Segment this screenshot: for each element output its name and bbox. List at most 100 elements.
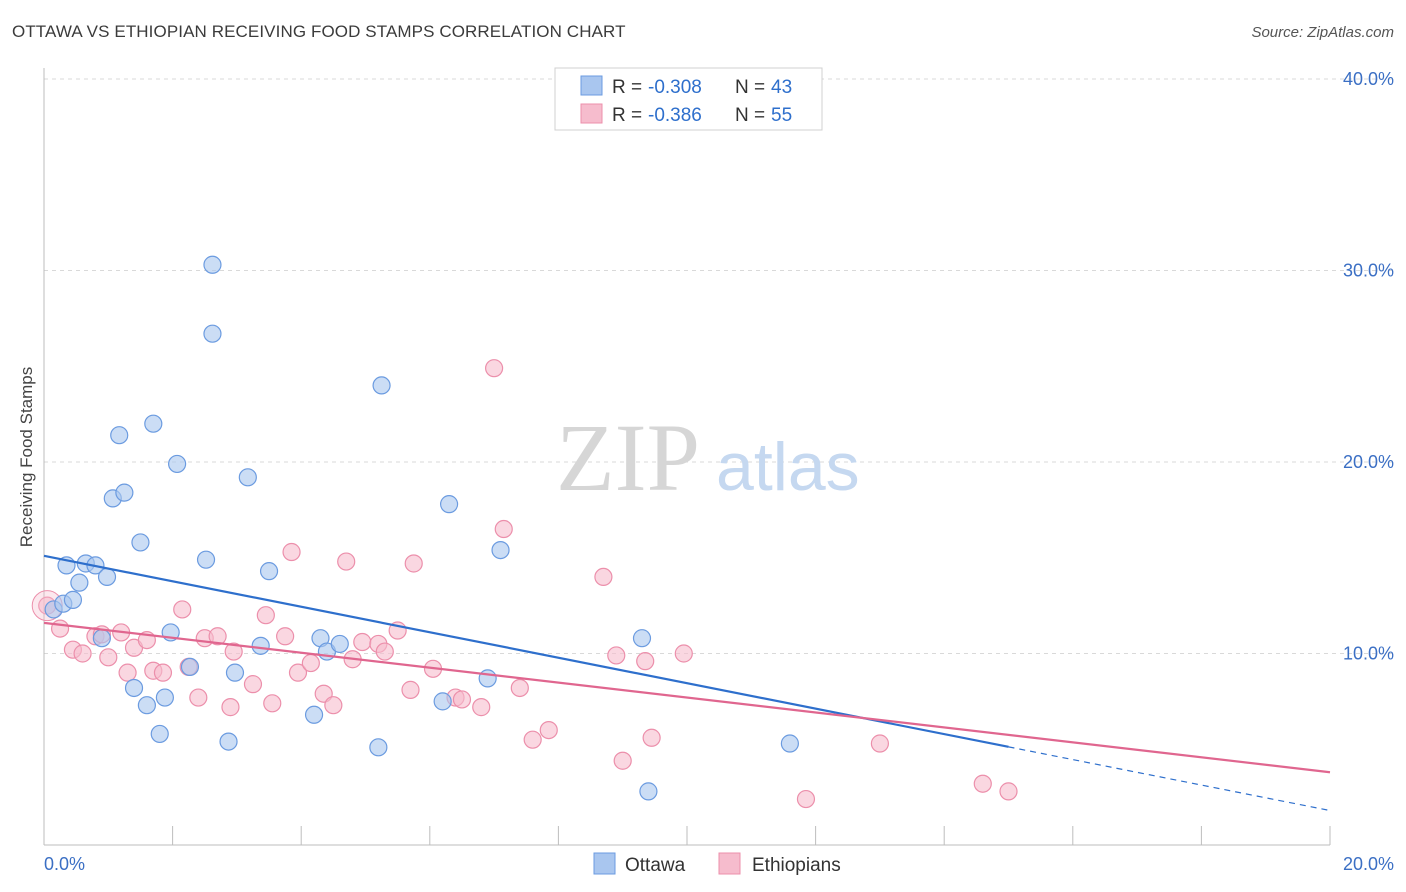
ottawa-point	[369, 738, 388, 757]
ethiopians-point	[674, 644, 693, 663]
x-tick-labels: 0.0% 20.0%	[44, 854, 1394, 874]
ottawa-point	[433, 692, 452, 711]
ethiopians-point	[173, 600, 192, 619]
legend-n-value-ottawa: 43	[771, 77, 792, 98]
ethiopians-point	[324, 696, 343, 715]
bottom-legend-swatch-ottawa	[593, 852, 616, 875]
source-credit: Source: ZipAtlas.com	[1251, 24, 1394, 41]
ottawa-point	[478, 669, 497, 688]
ethiopians-point	[263, 694, 282, 713]
grid-lines	[44, 78, 1394, 654]
zipatlas-watermark: ZIP atlas	[556, 404, 860, 511]
ottawa-point	[225, 663, 245, 682]
ottawa-trend-line	[43, 554, 1009, 748]
ethiopians-point	[288, 663, 308, 682]
ottawa-point	[632, 629, 652, 648]
ottawa-point	[97, 567, 117, 587]
ottawa-point	[110, 426, 129, 445]
ottawa-point	[144, 414, 163, 433]
bottom-legend-ottawa: Ottawa	[625, 855, 686, 876]
ottawa-point	[439, 495, 459, 514]
ottawa-point	[203, 255, 222, 274]
ethiopians-point	[375, 642, 394, 661]
ottawa-point	[168, 454, 187, 474]
ottawa-trend-extension	[1008, 746, 1331, 812]
legend-n-value-ethiopians: 55	[771, 105, 792, 126]
y-tick-label: 40.0%	[1343, 69, 1394, 89]
ethiopians-point	[243, 675, 263, 694]
ethiopians-point	[224, 642, 243, 661]
ottawa-point	[238, 468, 257, 487]
ethiopians-point	[452, 690, 472, 709]
ethiopians-point	[607, 646, 626, 665]
ottawa-point	[155, 688, 174, 707]
legend-r-value-ottawa: -0.308	[648, 77, 702, 98]
bottom-legend-swatch-ethiopians	[718, 852, 741, 875]
ethiopians-point	[636, 652, 655, 671]
ethiopians-point	[594, 567, 613, 587]
watermark-atlas: atlas	[716, 429, 860, 505]
ottawa-point	[180, 657, 200, 677]
ethiopians-point	[642, 728, 661, 747]
ottawa-point	[491, 540, 510, 560]
ethiopians-point	[276, 627, 295, 646]
ethiopians-point	[796, 789, 816, 809]
ottawa-point	[124, 678, 144, 698]
ottawa-point	[196, 550, 216, 569]
ottawa-point	[150, 724, 169, 744]
legend-n-label-ethiopians: N =	[735, 105, 765, 126]
ethiopians-point	[999, 782, 1018, 801]
legend-swatch-ottawa	[580, 75, 603, 96]
ethiopians-point	[613, 751, 632, 770]
ottawa-point	[70, 573, 89, 592]
ethiopians-point	[118, 663, 137, 682]
chart-title: OTTAWA VS ETHIOPIAN RECEIVING FOOD STAMP…	[12, 22, 626, 41]
y-tick-label: 10.0%	[1343, 644, 1394, 664]
ottawa-point	[330, 634, 349, 654]
ethiopians-point	[153, 663, 173, 682]
ottawa-point	[259, 562, 279, 581]
x-tick-label-max: 20.0%	[1343, 854, 1394, 874]
ethiopians-point	[353, 632, 372, 652]
ethiopians-point	[50, 619, 70, 638]
ottawa-point	[219, 732, 238, 751]
ethiopians-point	[510, 678, 529, 698]
ethiopians-point	[973, 774, 992, 793]
ethiopians-point	[73, 644, 92, 663]
ethiopians-trend-line	[43, 621, 1331, 774]
legend-r-label-ethiopians: R =	[612, 105, 642, 126]
ethiopians-point	[221, 698, 240, 717]
ethiopians-point	[99, 648, 118, 667]
trend-lines	[43, 554, 1331, 812]
ottawa-point	[372, 376, 391, 395]
ethiopians-point	[256, 606, 275, 625]
ethiopians-point	[301, 653, 320, 673]
ethiopians-point	[337, 552, 356, 571]
ethiopians-point	[494, 519, 513, 539]
ethiopians-point	[523, 730, 542, 749]
ottawa-point	[639, 782, 658, 801]
y-tick-label: 30.0%	[1343, 261, 1394, 281]
ethiopians-point	[189, 688, 208, 707]
ethiopians-point	[539, 720, 558, 740]
ottawa-point	[115, 483, 134, 502]
watermark-zip: ZIP	[556, 404, 700, 511]
ethiopians-point	[472, 698, 491, 717]
y-tick-labels: 10.0% 20.0% 30.0% 40.0%	[1343, 69, 1394, 664]
legend-n-label-ottawa: N =	[735, 77, 765, 98]
ottawa-point	[92, 629, 111, 648]
ethiopians-point	[404, 554, 423, 573]
legend-swatch-ethiopians	[580, 103, 603, 124]
bottom-legend-ethiopians: Ethiopians	[752, 855, 841, 876]
series-legend: Ottawa Ethiopians	[593, 852, 841, 876]
ottawa-point	[63, 590, 83, 609]
ottawa-points	[44, 255, 799, 801]
ethiopians-point	[870, 734, 890, 753]
legend-r-label-ottawa: R =	[612, 77, 642, 98]
correlation-legend: R = -0.308 N = 43 R = -0.386 N = 55	[554, 67, 823, 131]
ethiopians-point	[282, 542, 301, 562]
x-axis-ticks	[43, 826, 1331, 845]
ethiopians-point	[401, 680, 420, 699]
y-tick-label: 20.0%	[1343, 452, 1394, 472]
